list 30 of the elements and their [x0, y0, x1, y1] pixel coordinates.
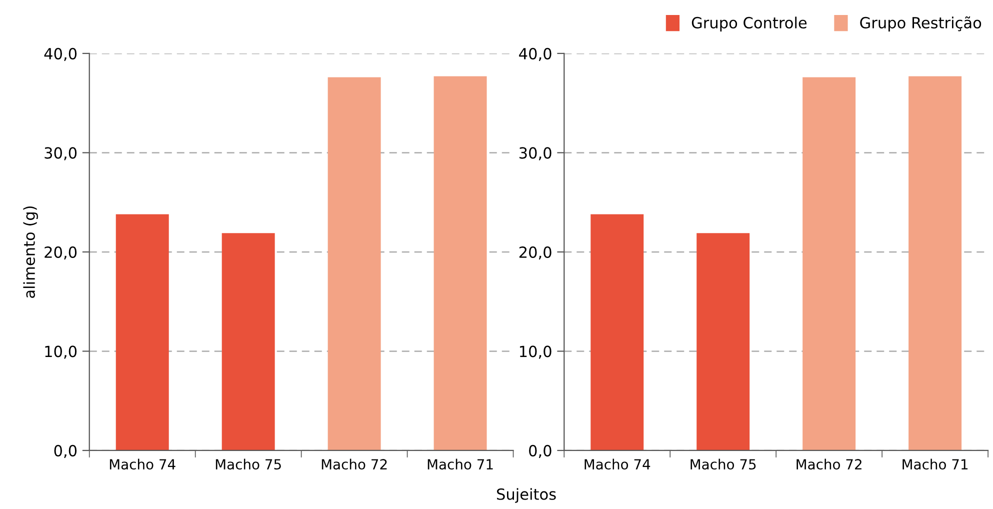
x-tick-label: Macho 71 — [902, 458, 968, 470]
y-tick-label: 40,0 — [44, 48, 77, 62]
x-tick-label: Macho 74 — [110, 458, 176, 470]
x-tick-label: Macho 71 — [428, 458, 493, 470]
y-tick-label: 10,0 — [520, 346, 552, 359]
y-tick-label: 20,0 — [519, 246, 552, 260]
y-tick-label: 30,0 — [44, 147, 77, 160]
bar — [590, 214, 644, 450]
y-tick-label: 40,0 — [519, 48, 552, 62]
y-tick-label: 20,0 — [44, 246, 77, 260]
x-axis-title: Sujeitos — [497, 488, 556, 503]
x-tick-label: Macho 72 — [322, 458, 387, 470]
y-axis-title: alimento (g) — [23, 206, 38, 298]
legend-label: Grupo Restrição — [860, 16, 982, 32]
bar — [696, 233, 750, 450]
bar — [908, 76, 962, 450]
x-tick-label: Macho 74 — [584, 458, 650, 470]
y-tick-label: 0,0 — [54, 444, 77, 458]
bar — [802, 77, 856, 450]
bar — [434, 76, 487, 450]
y-tick-label: 30,0 — [519, 147, 552, 160]
x-tick-label: Macho 72 — [796, 458, 862, 470]
bar — [328, 77, 381, 450]
legend-label: Grupo Controle — [692, 16, 807, 32]
x-tick-label: Macho 75 — [216, 458, 281, 470]
bar — [222, 233, 275, 450]
x-tick-label: Macho 75 — [690, 458, 756, 470]
y-tick-label: 10,0 — [45, 346, 77, 359]
y-tick-label: 0,0 — [529, 444, 552, 458]
bar — [116, 214, 169, 450]
